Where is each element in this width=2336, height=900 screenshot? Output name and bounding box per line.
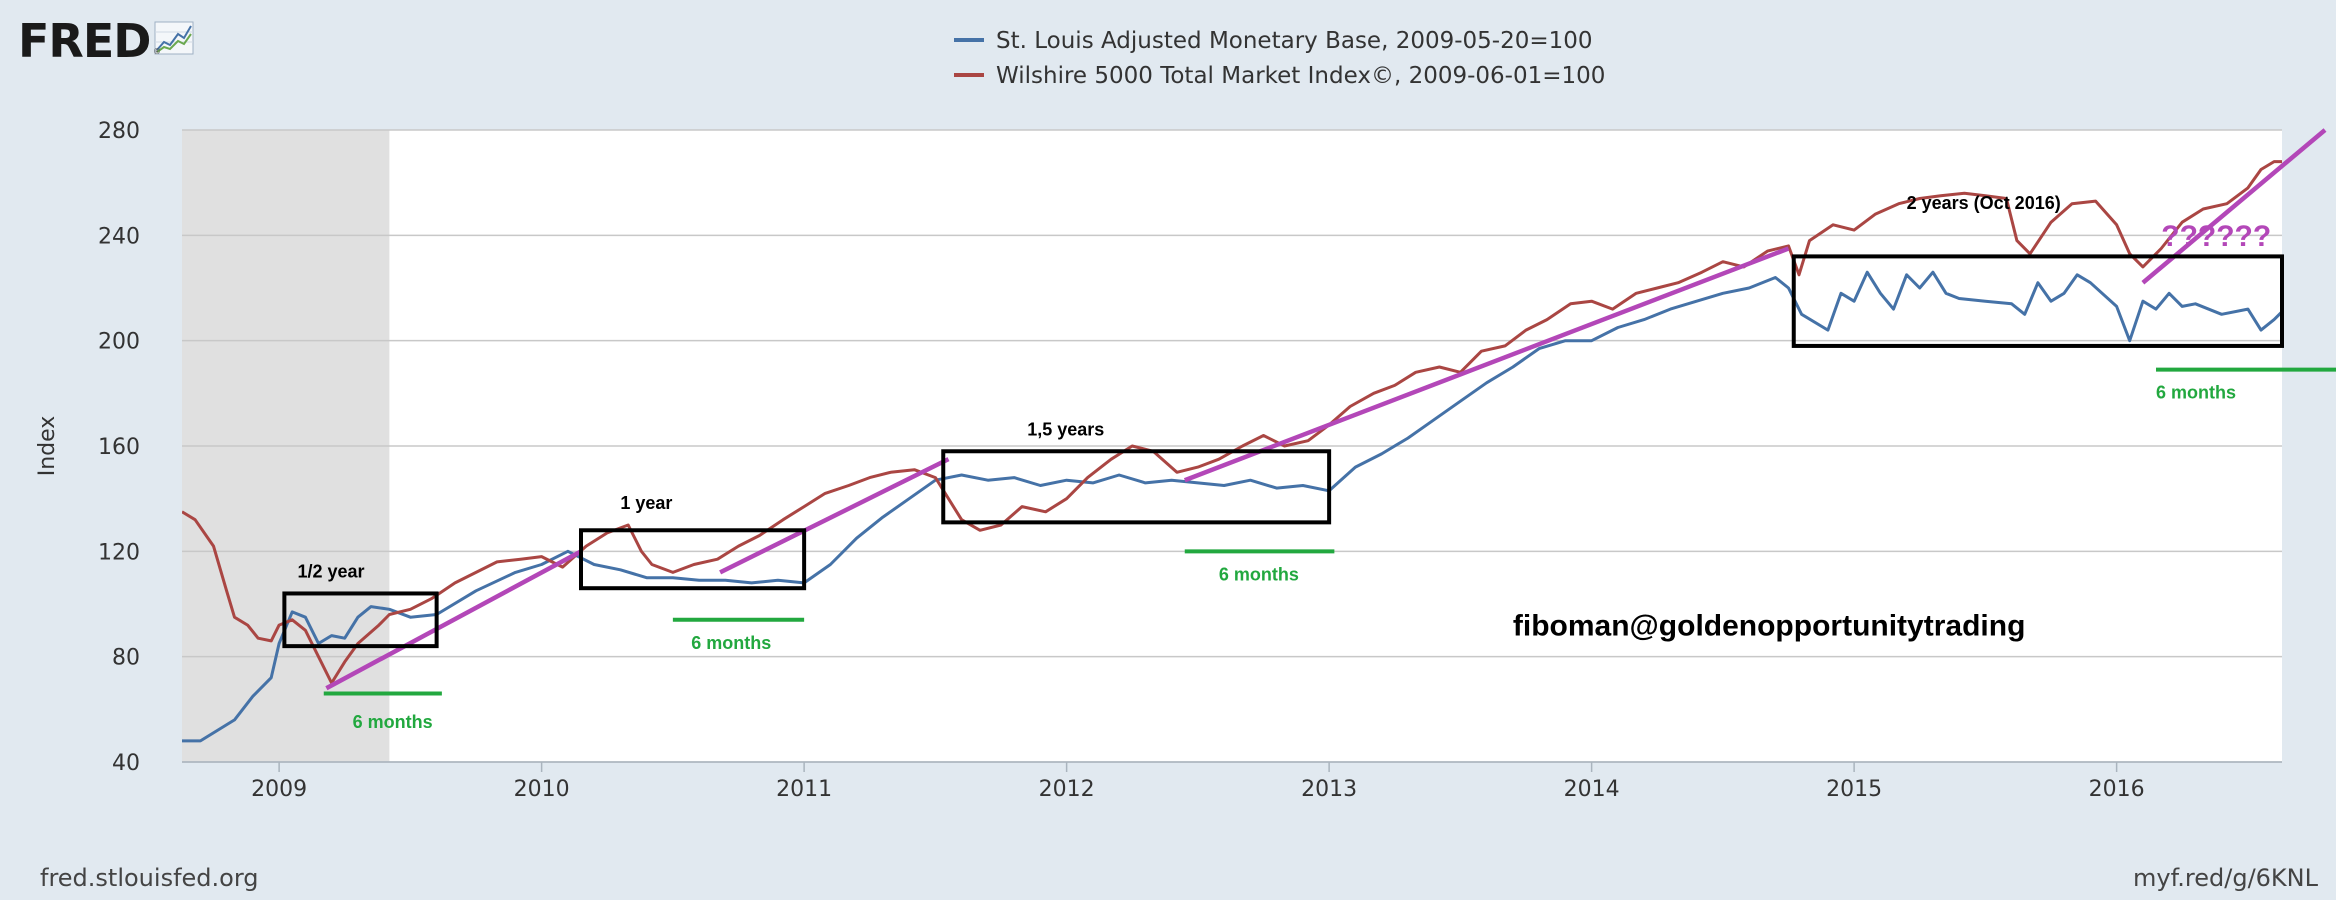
y-tick-label: 200: [98, 330, 140, 355]
footer-source[interactable]: fred.stlouisfed.org: [40, 864, 259, 892]
trend-line: [325, 549, 583, 691]
annotation-box: [1791, 254, 2284, 348]
y-axis-title: Index: [35, 416, 60, 477]
legend-label: St. Louis Adjusted Monetary Base, 2009-0…: [996, 28, 1593, 54]
annotation-label: 2 years (Oct 2016): [1907, 193, 2061, 213]
footer-short-link[interactable]: myf.red/g/6KNL: [2133, 864, 2318, 892]
annotation-label: 1/2 year: [298, 562, 365, 582]
question-marks: ??????: [2161, 220, 2271, 253]
trend-line: [1183, 246, 1790, 483]
annotation-label: 1 year: [620, 493, 672, 513]
annotation-box: [941, 449, 1332, 525]
annotation-box: [282, 591, 439, 649]
series-monetary-base-line: [182, 270, 2282, 743]
y-tick-label: 120: [98, 540, 140, 565]
svg-text:®: ®: [154, 47, 161, 56]
y-tick-label: 40: [112, 751, 140, 776]
y-tick-label: 240: [98, 224, 140, 249]
x-tick-label: 2014: [1564, 777, 1620, 802]
six-month-label: 6 months: [2156, 383, 2236, 403]
watermark-text: fiboman@goldenopportunitytrading: [1513, 610, 2026, 643]
six-month-label: 6 months: [1219, 564, 1299, 584]
trend-line: [719, 457, 950, 575]
x-tick-label: 2015: [1826, 777, 1882, 802]
fred-logo[interactable]: FRED ®: [18, 14, 198, 68]
y-tick-label: 80: [112, 646, 140, 671]
y-tick-label: 280: [98, 119, 140, 144]
x-tick-label: 2012: [1039, 777, 1095, 802]
x-tick-label: 2013: [1301, 777, 1357, 802]
annotation-box: [579, 528, 807, 591]
x-tick-label: 2011: [776, 777, 832, 802]
six-month-label: 6 months: [691, 633, 771, 653]
annotation-label: 1,5 years: [1027, 419, 1104, 439]
x-tick-label: 2010: [514, 777, 570, 802]
fred-logo-text: FRED: [18, 14, 151, 68]
logo-graph-icon: ®: [154, 21, 194, 56]
legend-label: Wilshire 5000 Total Market Index©, 2009-…: [996, 63, 1605, 89]
x-tick-label: 2016: [2089, 777, 2145, 802]
six-month-label: 6 months: [353, 712, 433, 732]
y-tick-label: 160: [98, 435, 140, 460]
x-tick-label: 2009: [251, 777, 307, 802]
